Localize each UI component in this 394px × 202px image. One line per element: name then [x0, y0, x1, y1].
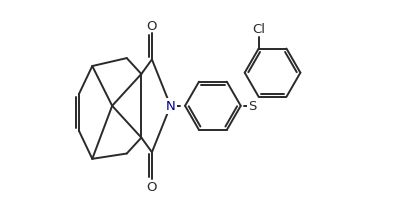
Text: Cl: Cl	[252, 23, 265, 36]
Text: O: O	[147, 19, 157, 32]
Text: N: N	[165, 100, 175, 113]
Text: S: S	[249, 100, 257, 113]
Text: O: O	[147, 180, 157, 193]
